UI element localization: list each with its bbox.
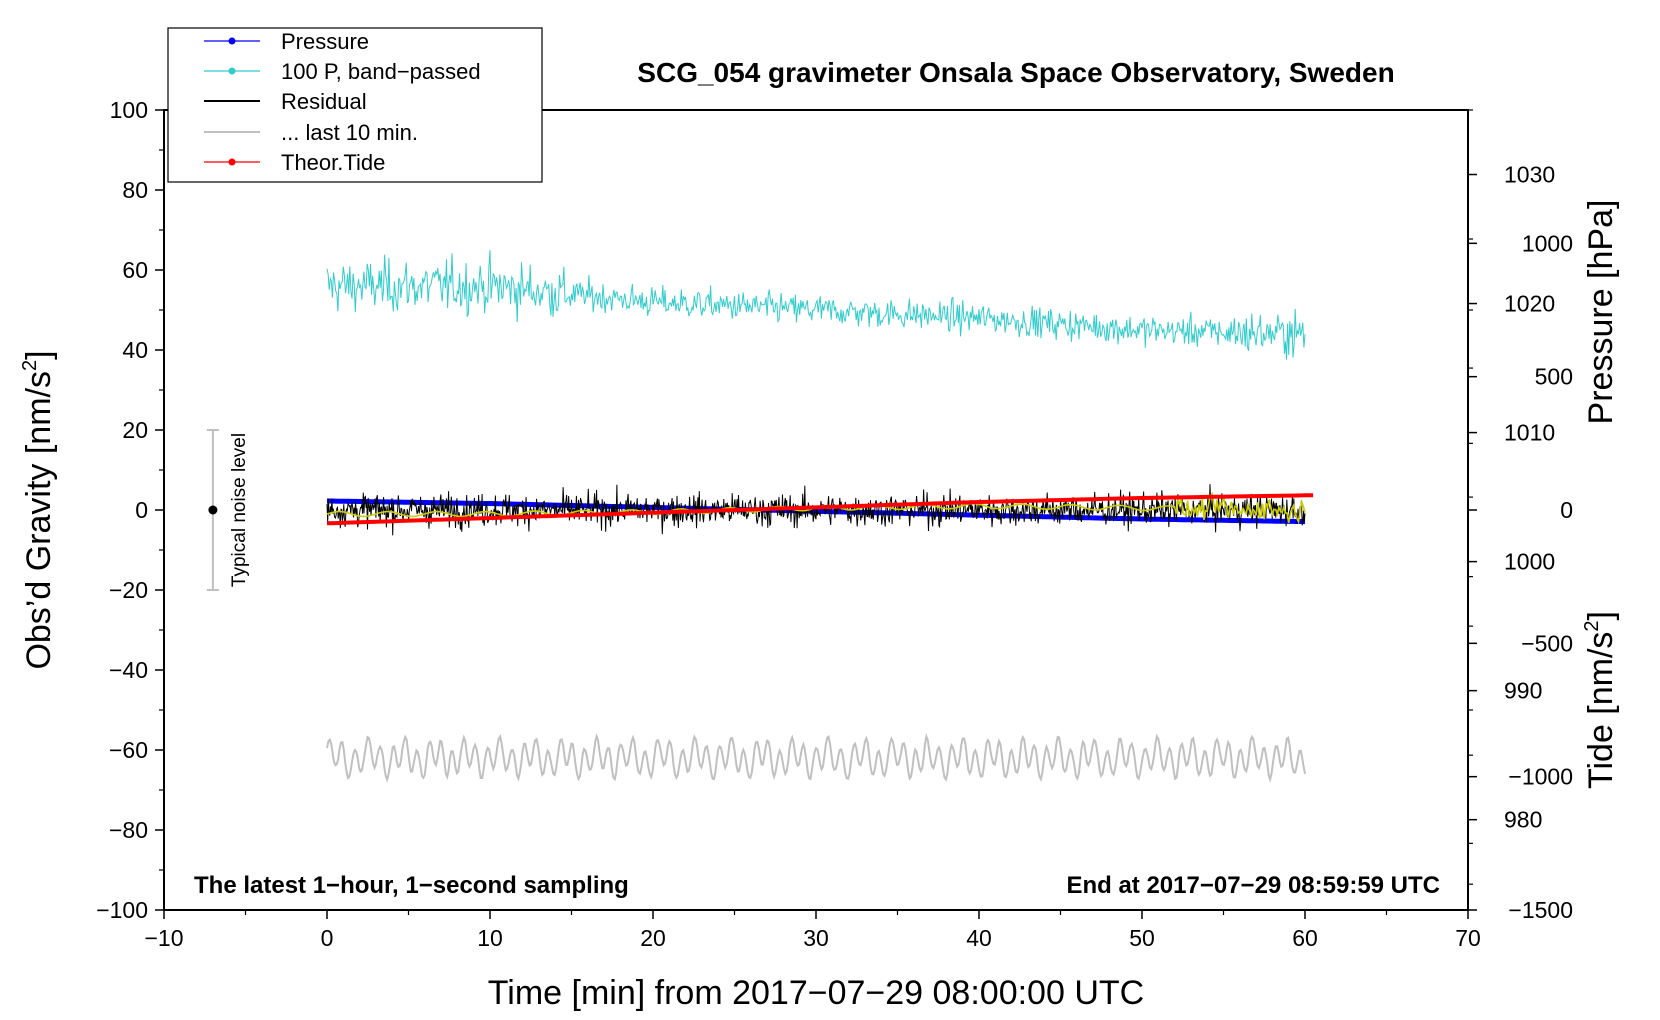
noise-level-label: Typical noise level <box>229 433 250 587</box>
y-label-gravity-main: Obs’d Gravity [nm/s <box>20 371 58 670</box>
x-tick-label: −10 <box>144 925 183 951</box>
legend-label: Residual <box>281 89 367 114</box>
legend-label: 100 P, band−passed <box>281 59 481 84</box>
legend-label: ... last 10 min. <box>281 120 418 145</box>
y-axis-label-pressure: Pressure [hPa] <box>1582 200 1620 425</box>
x-tick-label: 40 <box>966 925 992 951</box>
legend-marker-bandpassed <box>228 67 236 75</box>
legend-item: Residual <box>204 89 367 114</box>
x-tick-label: 10 <box>477 925 503 951</box>
pressure-tick-label: 1010 <box>1504 420 1555 446</box>
legend-label: Theor.Tide <box>281 150 385 175</box>
y-tick-label: 100 <box>110 97 148 123</box>
chart-title: SCG_054 gravimeter Onsala Space Observat… <box>637 57 1394 88</box>
y-tick-label: −20 <box>109 577 148 603</box>
y-tick-label: 0 <box>135 497 148 523</box>
series-bandpassed-line <box>326 250 1306 360</box>
x-tick-label: 50 <box>1129 925 1155 951</box>
pressure-tick-label: 1030 <box>1504 162 1555 188</box>
y-label-tide-main: Tide [nm/s <box>1582 632 1620 789</box>
series-tide-line <box>326 493 1314 526</box>
noise-level-indicator: Typical noise level <box>206 429 250 591</box>
tide-tick-label: −1000 <box>1508 764 1573 790</box>
x-tick-label: 20 <box>640 925 666 951</box>
y-axis-gravity: 100 80 60 40 20 0 −20 −40 −60 −80 −100 <box>96 97 164 923</box>
legend-item: Theor.Tide <box>204 150 385 175</box>
x-tick-label: 0 <box>321 925 334 951</box>
sampling-note: The latest 1−hour, 1−second sampling <box>194 872 629 899</box>
pressure-tick-label: 990 <box>1504 678 1542 704</box>
y-axis-tide: 1000 500 0 −500 −1000 −1500 <box>1468 230 1573 923</box>
y-axis-label-gravity: Obs’d Gravity [nm/s2] <box>19 350 58 669</box>
y-axis-pressure: 1030 1020 1010 1000 990 980 <box>1468 109 1555 885</box>
x-axis-label: Time [min] from 2017−07−29 08:00:00 UTC <box>488 974 1144 1012</box>
y-tick-label: −80 <box>109 817 148 843</box>
x-tick-label: 60 <box>1292 925 1318 951</box>
x-tick-label: 30 <box>803 925 829 951</box>
legend-marker-pressure <box>228 37 236 45</box>
noise-level-center-dot <box>208 505 218 515</box>
legend-box <box>167 27 543 183</box>
y-axis-label-tide: Tide [nm/s2] <box>1581 611 1620 789</box>
legend: Pressure 100 P, band−passed Residual ...… <box>167 27 543 183</box>
tide-tick-label: 1000 <box>1522 230 1573 256</box>
x-tick-label: 70 <box>1455 925 1481 951</box>
y-tick-label: −100 <box>96 897 148 923</box>
y-tick-label: 80 <box>122 177 148 203</box>
end-time-note: End at 2017−07−29 08:59:59 UTC <box>1066 872 1440 899</box>
legend-item: ... last 10 min. <box>204 120 418 145</box>
tide-tick-label: 0 <box>1560 497 1573 523</box>
y-tick-label: −40 <box>109 657 148 683</box>
y-label-gravity-tail: ] <box>20 350 58 359</box>
legend-marker-tide <box>228 158 236 166</box>
y-label-gravity-sup: 2 <box>19 360 41 371</box>
tide-tick-label: 500 <box>1535 364 1573 390</box>
y-label-tide-tail: ] <box>1582 611 1620 620</box>
tide-tick-label: −500 <box>1521 630 1573 656</box>
legend-item: Pressure <box>204 29 369 54</box>
series-layer <box>326 250 1314 784</box>
y-tick-label: 40 <box>122 337 148 363</box>
pressure-tick-label: 1000 <box>1504 549 1555 575</box>
y-tick-label: 20 <box>122 417 148 443</box>
series-last10-line <box>326 733 1306 784</box>
y-label-tide-sup: 2 <box>1581 620 1603 631</box>
x-axis: −10 0 10 20 30 40 50 60 70 <box>144 910 1481 951</box>
y-tick-label: 60 <box>122 257 148 283</box>
y-tick-label: −60 <box>109 737 148 763</box>
pressure-tick-label: 1020 <box>1504 291 1555 317</box>
legend-label: Pressure <box>281 29 369 54</box>
legend-item: 100 P, band−passed <box>204 59 481 84</box>
series-residual-line <box>326 484 1306 536</box>
tide-tick-label: −1500 <box>1508 897 1573 923</box>
pressure-tick-label: 980 <box>1504 807 1542 833</box>
